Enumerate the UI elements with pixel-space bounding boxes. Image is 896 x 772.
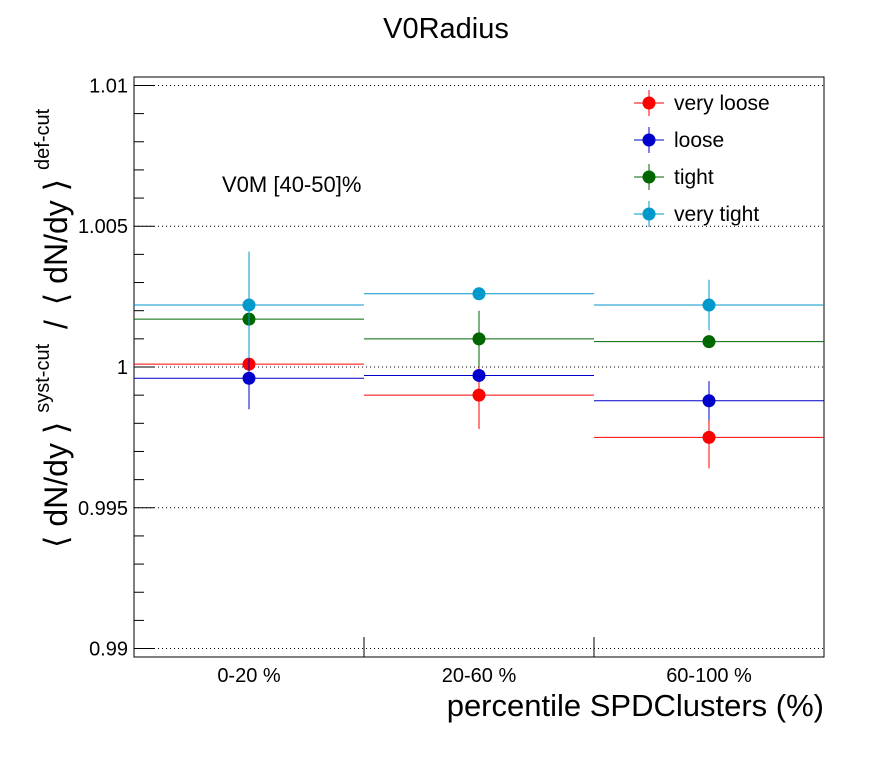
- legend-entry: tight: [634, 164, 714, 190]
- y-tick-label: 1: [117, 357, 128, 379]
- data-point: [702, 335, 716, 349]
- y-label-sup-2: def-cut: [32, 108, 54, 170]
- data-point: [702, 394, 716, 408]
- legend-marker: [642, 133, 656, 147]
- data-point: [472, 388, 486, 402]
- svg-text:⟨ dN/dy ⟩ syst-cut: ⟨ dN/dy ⟩ syst-cut / ⟨ dN/dy ⟩ def-cut: [20, 108, 74, 548]
- x-tick-label: 0-20 %: [217, 665, 281, 687]
- data-point: [702, 430, 716, 444]
- y-label-slash: /: [38, 320, 74, 329]
- data-point: [242, 371, 256, 385]
- y-tick-label: 0.995: [78, 498, 128, 520]
- data-series: [134, 251, 824, 469]
- series-tight: [134, 310, 824, 367]
- y-axis: 0.99 0.995 1 1.005 1.01: [78, 75, 154, 661]
- y-tick-label: 1.01: [89, 75, 128, 97]
- legend-label: tight: [674, 166, 714, 189]
- legend-marker: [642, 96, 656, 110]
- legend-label: loose: [674, 129, 724, 152]
- x-tick-label: 60-100 %: [666, 665, 752, 687]
- data-point: [472, 368, 486, 382]
- legend-label: very loose: [674, 92, 770, 115]
- legend-entry: very loose: [634, 90, 770, 116]
- data-point: [702, 298, 716, 312]
- legend-entry: very tight: [634, 201, 759, 227]
- y-tick-label: 1.005: [78, 216, 128, 238]
- chart-title: V0Radius: [383, 13, 509, 45]
- y-label-bracket-1: ⟨ dN/dy ⟩: [38, 422, 74, 548]
- legend-marker: [642, 207, 656, 221]
- legend-entry: loose: [634, 127, 724, 153]
- series-loose: [134, 347, 824, 421]
- data-point: [472, 287, 486, 301]
- data-point: [242, 298, 256, 312]
- y-label-bracket-2: ⟨ dN/dy ⟩: [38, 179, 74, 305]
- y-axis-label: ⟨ dN/dy ⟩ syst-cut / ⟨ dN/dy ⟩ def-cut: [20, 108, 74, 548]
- legend-marker: [642, 170, 656, 184]
- y-tick-label: 0.99: [89, 639, 128, 661]
- y-label-sup-1: syst-cut: [32, 343, 54, 412]
- x-tick-label: 20-60 %: [442, 665, 517, 687]
- data-point: [472, 332, 486, 346]
- x-axis-label: percentile SPDClusters (%): [447, 688, 824, 723]
- x-axis: 0-20 % 20-60 % 60-100 %: [217, 637, 752, 687]
- legend-label: very tight: [674, 203, 759, 226]
- centrality-annotation: V0M [40-50]%: [222, 172, 361, 197]
- series-very-tight: [134, 251, 824, 359]
- legend: very loose loose tight very tight: [634, 90, 770, 227]
